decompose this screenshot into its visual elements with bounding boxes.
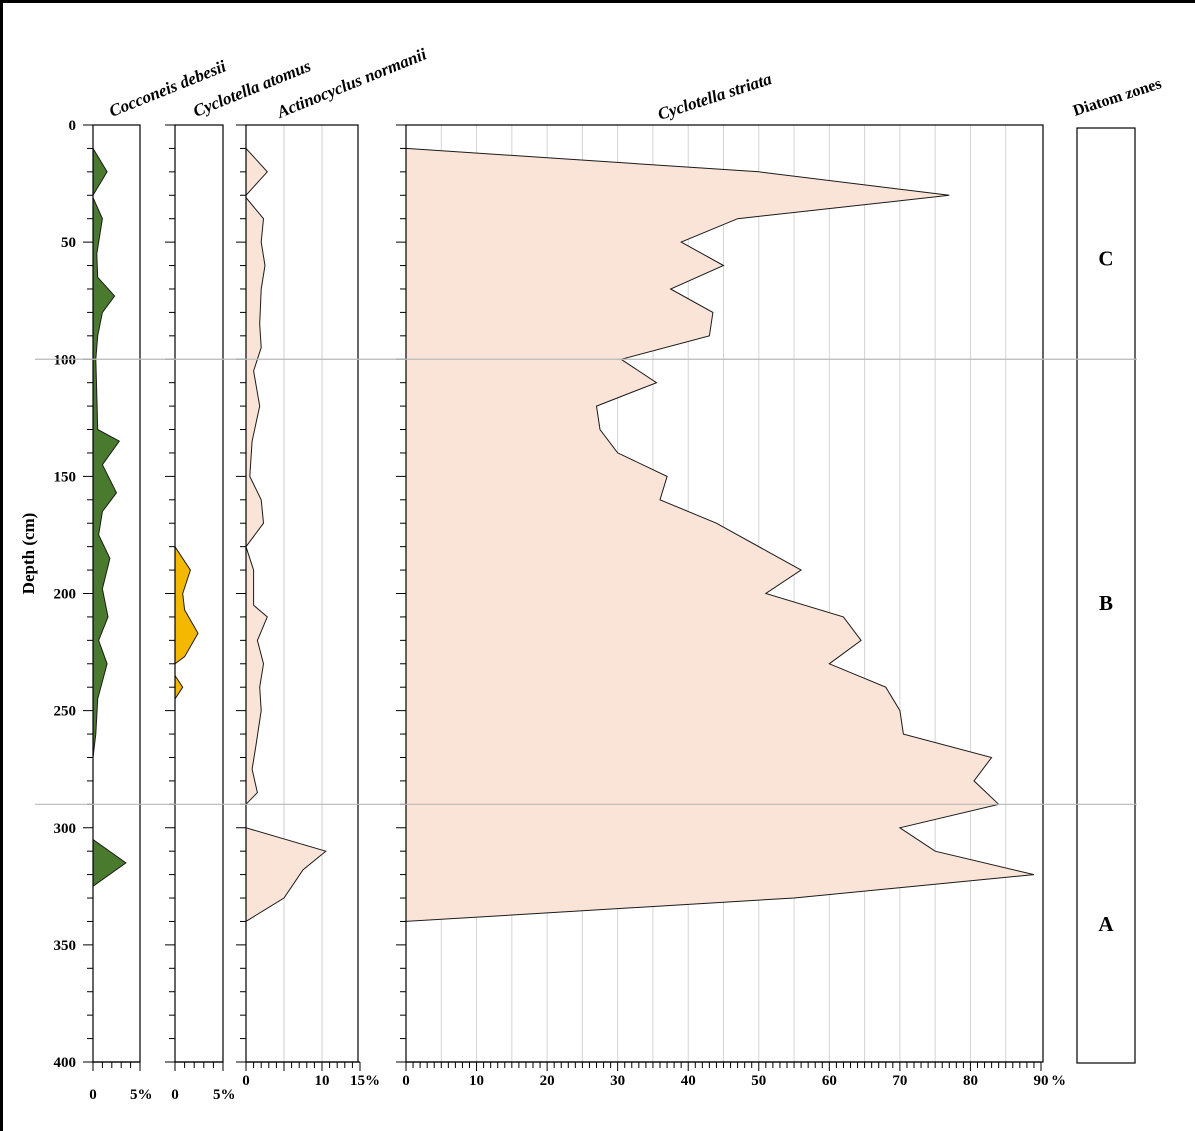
x-tick-label-actinocyclus: 0 (242, 1073, 250, 1089)
species-title-actinocyclus: Actinocyclus normanii (273, 44, 429, 122)
area-cocconeis (92, 146, 121, 758)
x-tick-label-striata: 50 (751, 1073, 766, 1089)
zone-label: C (1098, 247, 1113, 271)
area-cocconeis-b (92, 838, 127, 888)
area-actinocyclus (245, 147, 268, 806)
depth-tick-label: 0 (69, 118, 77, 134)
depth-tick-label: 50 (61, 235, 76, 251)
x-tick-label-striata: 0 (402, 1073, 410, 1089)
area-layer (92, 146, 1035, 923)
x-tick-label-cocconeis: 5% (130, 1087, 153, 1103)
x-tick-label-cocconeis: 0 (89, 1087, 97, 1103)
x-tick-label-actinocyclus: 10 (315, 1073, 330, 1089)
x-tick-label-striata: 30 (610, 1073, 625, 1089)
depth-tick-label: 400 (54, 1055, 77, 1071)
area-actinocyclus-b (245, 827, 327, 923)
x-tick-label-striata: 10 (469, 1073, 484, 1089)
zone-label: B (1099, 591, 1113, 615)
x-tick-label-striata: 70 (892, 1073, 907, 1089)
zone-box (1076, 127, 1136, 1064)
zone-label: A (1098, 912, 1114, 936)
x-tick-label-striata: 80 (963, 1073, 978, 1089)
area-striata (405, 147, 1035, 922)
species-title-striata: Cyclotella striata (655, 69, 774, 124)
x-tick-label-atomus: 0 (171, 1087, 179, 1103)
depth-tick-label: 350 (54, 938, 77, 954)
x-tick-label-actinocyclus: 15% (350, 1073, 380, 1089)
depth-tick-label: 200 (54, 587, 77, 603)
depth-tick-label: 150 (54, 469, 77, 485)
x-tick-label-atomus: 5% (213, 1087, 236, 1103)
zone-title: Diatom zones (1071, 75, 1164, 120)
y-axis-label: Depth (cm) (19, 513, 38, 595)
x-tick-label-striata: 90 (1034, 1073, 1049, 1089)
depth-tick-label: 300 (54, 821, 77, 837)
x-unit-label-striata: % (1051, 1073, 1066, 1089)
area-atomus-b (174, 673, 184, 701)
depth-tick-label: 100 (54, 352, 77, 368)
depth-tick-label: 250 (54, 704, 77, 720)
x-tick-label-striata: 60 (822, 1073, 837, 1089)
area-atomus (174, 545, 199, 665)
x-tick-label-striata: 20 (540, 1073, 555, 1089)
x-tick-label-striata: 40 (681, 1073, 696, 1089)
